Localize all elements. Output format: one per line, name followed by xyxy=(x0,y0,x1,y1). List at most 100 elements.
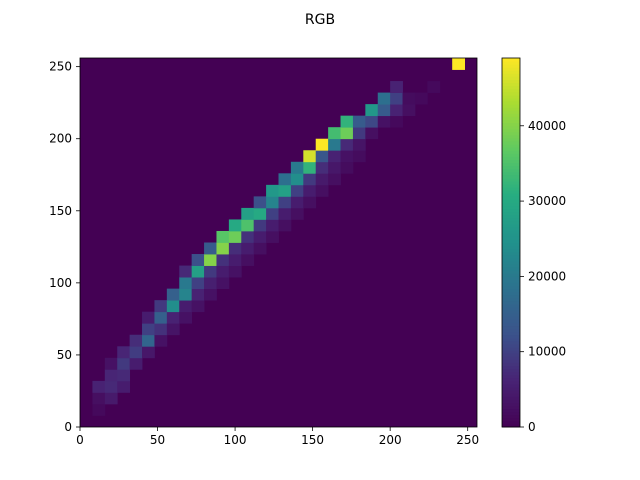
colorbar-segment xyxy=(502,246,520,250)
colorbar-segment xyxy=(502,159,520,163)
colorbar-segment xyxy=(502,153,520,157)
colorbar-segment xyxy=(502,150,520,154)
heatmap-cell xyxy=(179,300,192,312)
heatmap-cell xyxy=(179,289,192,301)
colorbar-segment xyxy=(502,64,520,68)
heatmap-cell xyxy=(92,381,105,393)
heatmap-cell xyxy=(154,312,167,324)
heatmap-cell xyxy=(216,231,229,243)
heatmap-cell xyxy=(291,162,304,174)
heatmap-cell xyxy=(204,254,217,266)
colorbar-segment xyxy=(502,95,520,99)
colorbar-segment xyxy=(502,215,520,219)
heatmap-cell xyxy=(341,116,354,128)
colorbar-segment xyxy=(502,196,520,200)
colorbar-segment xyxy=(502,369,520,373)
colorbar-segment xyxy=(502,384,520,388)
colorbar-segment xyxy=(502,267,520,271)
colorbar-segment xyxy=(502,92,520,96)
colorbar-segment xyxy=(502,169,520,173)
colorbar-segment xyxy=(502,393,520,397)
heatmap-cell xyxy=(415,93,428,105)
colorbar-segment xyxy=(502,338,520,342)
heatmap-cell xyxy=(303,196,316,208)
heatmap-cell xyxy=(130,358,143,370)
heatmap-cell xyxy=(452,58,465,70)
heatmap-cell xyxy=(254,243,267,255)
heatmap-cell xyxy=(154,300,167,312)
colorbar-segment xyxy=(502,224,520,228)
colorbar-segment xyxy=(502,255,520,259)
colorbar-segment xyxy=(502,61,520,65)
heatmap-cell xyxy=(241,219,254,231)
heatmap-cell xyxy=(179,312,192,324)
heatmap-cell xyxy=(167,289,180,301)
colorbar-segment xyxy=(502,286,520,290)
colorbar-segment xyxy=(502,199,520,203)
colorbar-segment xyxy=(502,233,520,237)
colorbar-segment xyxy=(502,80,520,84)
colorbar-segment xyxy=(502,206,520,210)
colorbar-segment xyxy=(502,104,520,108)
y-tick-label: 0 xyxy=(64,420,72,434)
heatmap-cell xyxy=(353,116,366,128)
heatmap-cell xyxy=(266,196,279,208)
heatmap-cell xyxy=(365,127,378,139)
colorbar-tick-label: 0 xyxy=(528,420,536,434)
heatmap-cell xyxy=(403,104,416,116)
x-tick-label: 150 xyxy=(301,433,324,447)
colorbar-tick-label: 40000 xyxy=(528,119,566,133)
colorbar-segment xyxy=(502,273,520,277)
y-tick-label: 100 xyxy=(49,276,72,290)
heatmap-cell xyxy=(254,208,267,220)
heatmap-cell xyxy=(266,185,279,197)
colorbar-segment xyxy=(502,73,520,77)
colorbar-segment xyxy=(502,175,520,179)
colorbar-segment xyxy=(502,326,520,330)
colorbar-segment xyxy=(502,141,520,145)
heatmap-cell xyxy=(192,277,205,289)
colorbar-segment xyxy=(502,193,520,197)
heatmap-cell xyxy=(365,104,378,116)
colorbar-segment xyxy=(502,212,520,216)
y-tick-label: 50 xyxy=(57,348,72,362)
colorbar-segment xyxy=(502,258,520,262)
colorbar-segment xyxy=(502,129,520,133)
x-tick-label: 100 xyxy=(224,433,247,447)
heatmap-cell xyxy=(142,323,155,335)
colorbar-segment xyxy=(502,172,520,176)
colorbar-segment xyxy=(502,310,520,314)
heatmap-cell xyxy=(154,335,167,347)
colorbar-segment xyxy=(502,282,520,286)
colorbar-segment xyxy=(502,289,520,293)
heatmap-cell xyxy=(241,254,254,266)
colorbar-segment xyxy=(502,123,520,127)
colorbar-segment xyxy=(502,319,520,323)
colorbar-segment xyxy=(502,347,520,351)
colorbar-segment xyxy=(502,187,520,191)
heatmap-cell xyxy=(341,150,354,162)
heatmap-cell xyxy=(303,185,316,197)
colorbar-segment xyxy=(502,107,520,111)
heatmap-cell xyxy=(229,243,242,255)
heatmap-cell xyxy=(204,277,217,289)
colorbar-segment xyxy=(502,221,520,225)
colorbar-segment xyxy=(502,301,520,305)
heatmap-cell xyxy=(266,219,279,231)
heatmap-cell xyxy=(204,243,217,255)
colorbar-segment xyxy=(502,110,520,114)
colorbar-segment xyxy=(502,390,520,394)
heatmap-cell xyxy=(279,196,292,208)
heatmap-cell xyxy=(341,127,354,139)
heatmap-cell xyxy=(303,173,316,185)
heatmap-cell xyxy=(167,312,180,324)
heatmap-cell xyxy=(316,139,329,151)
colorbar-segment xyxy=(502,329,520,333)
colorbar-segment xyxy=(502,83,520,87)
heatmap-cell xyxy=(92,404,105,416)
colorbar-segment xyxy=(502,261,520,265)
heatmap-cell xyxy=(105,381,118,393)
colorbar-segment xyxy=(502,70,520,74)
colorbar-segment xyxy=(502,156,520,160)
